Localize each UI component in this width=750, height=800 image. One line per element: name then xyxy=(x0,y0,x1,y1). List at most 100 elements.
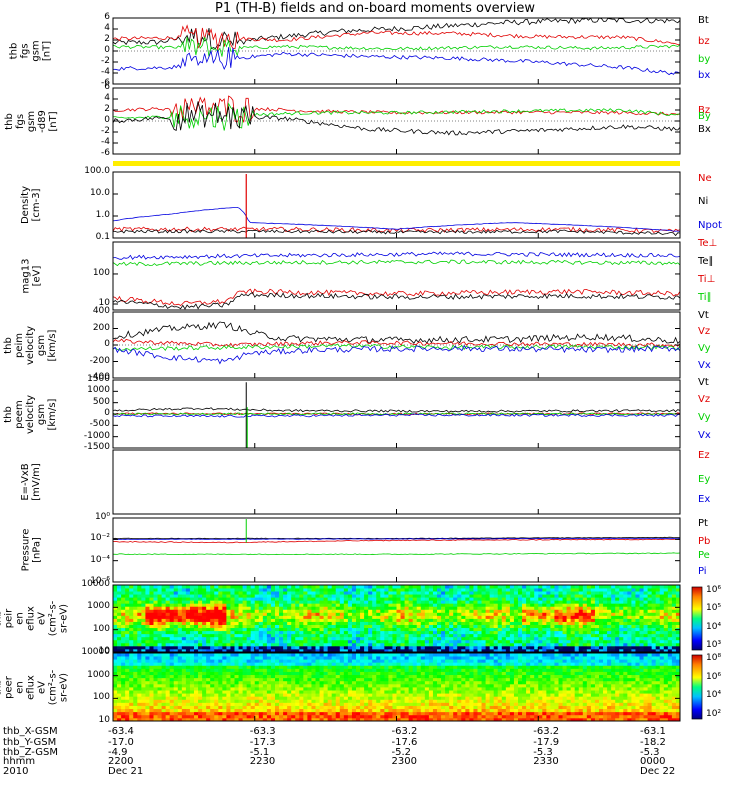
peir-cell xyxy=(303,624,308,629)
peir-cell xyxy=(356,594,361,598)
peer-cell xyxy=(347,671,353,676)
peer-cell xyxy=(230,699,235,703)
peir-cell xyxy=(509,603,515,607)
peir-cell xyxy=(287,627,292,632)
peer-cell xyxy=(400,687,405,691)
peir-cell xyxy=(226,633,231,638)
peir-cell xyxy=(473,636,478,641)
peer-cell xyxy=(194,665,199,669)
peir-cell xyxy=(323,594,329,598)
peir-cell xyxy=(266,645,272,650)
peir-cell xyxy=(202,600,207,604)
peer-cell xyxy=(384,714,389,719)
peir-cell xyxy=(611,609,616,613)
peir-cell xyxy=(226,645,231,650)
peir-cell xyxy=(489,600,495,604)
peer-cell xyxy=(360,696,365,700)
peir-cell xyxy=(392,624,397,629)
density-series-Ne xyxy=(112,226,681,234)
peir-cell xyxy=(546,642,551,647)
peer-cell xyxy=(424,705,430,710)
peir-cell xyxy=(538,645,543,650)
peer-cell xyxy=(368,659,373,663)
peir-cell xyxy=(675,603,681,607)
peir-cell xyxy=(226,606,231,610)
peir-cell xyxy=(202,648,207,653)
peir-cell xyxy=(380,585,385,589)
peir-cell xyxy=(351,645,357,650)
peer-cell xyxy=(339,690,345,694)
peir-cell xyxy=(335,630,341,635)
peir-cell xyxy=(631,588,636,592)
peer-cell xyxy=(339,665,345,669)
peir-cell xyxy=(372,588,377,592)
peir-cell xyxy=(388,630,393,635)
peir-cell xyxy=(323,636,329,641)
peer-cell xyxy=(149,705,154,710)
peer-cell xyxy=(185,674,191,679)
peir-cell xyxy=(270,600,276,604)
peir-cell xyxy=(165,615,171,619)
peer-cell xyxy=(113,671,118,676)
peir-cell xyxy=(113,630,118,635)
peer-cell xyxy=(133,674,138,679)
peir-cell xyxy=(234,636,239,641)
peir-cell xyxy=(574,624,580,629)
peir-cell xyxy=(437,603,442,607)
peer-cell xyxy=(198,717,203,722)
peir-cell xyxy=(266,627,272,632)
peer-cell xyxy=(364,717,369,722)
peer-cell xyxy=(319,699,324,703)
peer-cell xyxy=(129,699,134,703)
peir-cell xyxy=(453,594,458,598)
peer-cell xyxy=(266,705,272,710)
peir-cell xyxy=(392,588,397,592)
peir-cell xyxy=(331,585,337,589)
peir-cell xyxy=(404,636,410,641)
peir-cell xyxy=(145,591,150,595)
peim_velocity-series-Vz xyxy=(112,338,681,348)
peir-cell xyxy=(493,639,499,644)
peir-cell xyxy=(185,621,191,625)
peir-cell xyxy=(675,594,681,598)
peer-cell xyxy=(262,687,268,691)
peir-cell xyxy=(481,588,486,592)
peir-cell xyxy=(121,594,126,598)
peir-cell xyxy=(343,630,349,635)
peer-cell xyxy=(266,683,272,688)
peir-cell xyxy=(639,603,644,607)
peer-cell xyxy=(177,683,183,688)
peir-cell xyxy=(530,636,535,641)
peir-cell xyxy=(404,591,410,595)
peir-cell xyxy=(242,621,248,625)
peir-cell xyxy=(655,615,661,619)
peir-cell xyxy=(530,603,535,607)
peir-cell xyxy=(566,594,572,598)
peir-cell xyxy=(113,615,118,619)
peer-cell xyxy=(250,693,256,697)
peer-cell xyxy=(364,656,369,660)
peer-cell xyxy=(408,687,414,691)
peir-cell xyxy=(671,609,677,613)
peir-cell xyxy=(526,591,531,595)
peer-cell xyxy=(161,699,167,703)
peer-cell xyxy=(250,717,256,722)
peir-cell xyxy=(303,627,308,632)
peer-cell xyxy=(396,714,401,719)
peir-cell xyxy=(570,615,576,619)
peer-cell xyxy=(392,662,397,666)
peir-cell xyxy=(331,606,337,610)
peir-cell xyxy=(113,636,118,641)
peer-cell xyxy=(351,680,357,685)
peir-cell xyxy=(631,591,636,595)
peir-cell xyxy=(485,603,491,607)
peir-cell xyxy=(262,627,268,632)
peer-cell xyxy=(347,659,353,663)
peer-cell xyxy=(153,659,158,663)
peer-cell xyxy=(307,674,312,679)
peir-cell xyxy=(469,642,474,647)
peir-cell xyxy=(518,624,523,629)
peer-cell xyxy=(368,702,373,706)
peer-cell xyxy=(347,690,353,694)
peir-cell xyxy=(214,600,219,604)
